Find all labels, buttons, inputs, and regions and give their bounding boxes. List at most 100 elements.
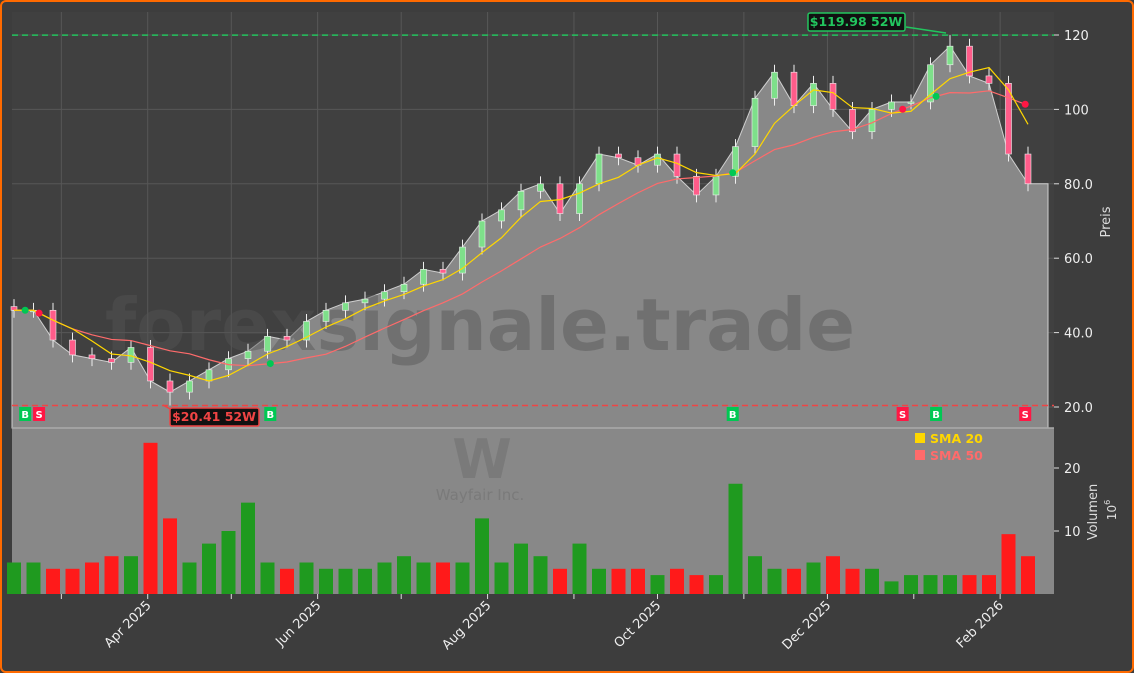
- volume-bar: [533, 556, 548, 594]
- volume-bar: [689, 575, 704, 594]
- legend-swatch-sma20: [915, 433, 925, 443]
- candle-body: [693, 176, 700, 196]
- volume-bar: [494, 562, 509, 594]
- candle-body: [166, 380, 174, 393]
- signal-label: S: [1022, 410, 1029, 421]
- x-tick-label: Jun 2025: [272, 598, 324, 650]
- candle-body: [459, 246, 466, 274]
- candle-body: [108, 358, 115, 363]
- volume-bar: [982, 575, 996, 594]
- volume-bar: [319, 568, 333, 594]
- candle-body: [420, 269, 427, 285]
- candle-body: [888, 101, 895, 110]
- volume-bar: [7, 562, 21, 594]
- x-tick-label: Dec 2025: [780, 598, 835, 653]
- volume-unit-exponent: 6: [1103, 500, 1112, 505]
- watermark-site: forexsignale.trade: [105, 283, 855, 367]
- high-52w-annotation: $119.98 52W: [807, 12, 947, 34]
- volume-bar: [163, 518, 177, 594]
- volume-bar: [143, 442, 158, 594]
- low-52w-annotation: $20.41 52W: [162, 404, 260, 427]
- volume-bar: [377, 562, 392, 594]
- candle-body: [517, 190, 525, 211]
- volume-bar: [592, 568, 606, 594]
- volume-bar: [845, 568, 860, 594]
- candle-body: [244, 350, 252, 359]
- candle-body: [381, 291, 388, 300]
- candle-body: [283, 336, 291, 341]
- candle-body: [69, 339, 76, 356]
- signal-label: B: [729, 410, 737, 421]
- price-y-axis: 20.0 40.0 60.0 80.0 100 120: [1054, 29, 1093, 416]
- volume-bar: [865, 568, 879, 594]
- x-tick-label: Aug 2025: [440, 598, 495, 653]
- signal-marker-b: [19, 407, 32, 421]
- signal-dot: [729, 169, 737, 177]
- price-area: [11, 45, 1049, 429]
- legend-swatch-sma50: [915, 450, 925, 460]
- candle-body: [498, 209, 505, 222]
- volume-tick-label: 10: [1064, 525, 1081, 540]
- legend-sma50: SMA 50: [930, 448, 983, 463]
- signal-dot: [899, 105, 907, 113]
- volume-bar: [572, 543, 587, 594]
- sma50-line: [14, 90, 1029, 367]
- signal-label: B: [21, 410, 29, 421]
- candle-body: [595, 153, 603, 185]
- volume-bar: [728, 483, 743, 594]
- price-axis-label: Preis: [1099, 206, 1114, 237]
- volume-bar: [650, 575, 665, 594]
- volume-bar: [767, 568, 782, 594]
- volume-bar: [241, 502, 255, 594]
- volume-unit: 106: [1103, 500, 1119, 520]
- volume-bar: [358, 568, 372, 594]
- y-tick-label: 20.0: [1064, 401, 1093, 416]
- signal-dot: [21, 306, 29, 314]
- y-tick-label: 40.0: [1064, 327, 1093, 342]
- volume-bar: [904, 575, 918, 594]
- candle-body: [790, 71, 798, 106]
- candle-body: [576, 183, 583, 214]
- volume-bar: [299, 562, 314, 594]
- x-tick-label: Apr 2025: [102, 598, 155, 651]
- volume-bar: [514, 543, 528, 594]
- candle-body: [849, 109, 856, 133]
- candle-body: [615, 153, 622, 159]
- candle-body: [303, 321, 310, 341]
- signal-marker-b: [930, 407, 943, 421]
- volume-bar: [397, 556, 411, 594]
- y-tick-label: 60.0: [1064, 252, 1093, 267]
- candle-body: [264, 336, 271, 352]
- signal-label: S: [899, 410, 906, 421]
- volume-bar: [553, 568, 567, 594]
- signal-dot: [266, 360, 274, 368]
- candles: [10, 35, 1032, 406]
- volume-bar: [455, 562, 470, 594]
- volume-bar: [923, 575, 938, 594]
- candle-body: [907, 101, 915, 104]
- signal-dot: [35, 309, 43, 317]
- candle-body: [478, 220, 486, 248]
- sma20-line: [14, 66, 1029, 382]
- signal-dot: [932, 92, 940, 100]
- volume-bar: [436, 562, 450, 594]
- candle-body: [810, 83, 817, 106]
- signal-marker-s: [1019, 407, 1032, 421]
- volume-bar: [826, 556, 840, 594]
- watermark-company: Wayfair Inc.: [436, 486, 524, 504]
- candle-body: [186, 380, 193, 393]
- volume-bar: [631, 568, 645, 594]
- low-52w-label: $20.41 52W: [172, 409, 256, 424]
- candle-body: [361, 298, 369, 304]
- candle-body: [673, 153, 681, 177]
- candle-body: [732, 146, 739, 177]
- x-tick-label: Feb 2026: [954, 598, 1007, 651]
- volume-unit-base: 10: [1105, 505, 1119, 520]
- watermark-logo: W: [452, 428, 512, 491]
- candle-body: [322, 309, 330, 322]
- volume-bar: [221, 531, 236, 594]
- candle-body: [829, 83, 837, 110]
- high-52w-label: $119.98 52W: [810, 14, 903, 29]
- volume-bar: [280, 568, 294, 594]
- volume-y-axis: 10 20: [1054, 462, 1081, 540]
